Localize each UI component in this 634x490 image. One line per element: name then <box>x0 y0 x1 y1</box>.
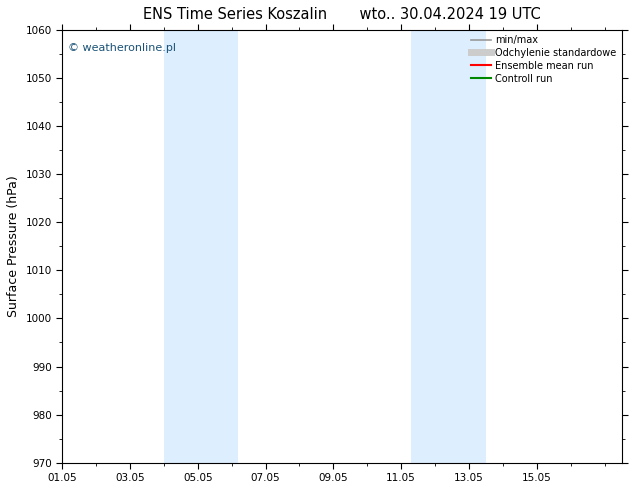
Y-axis label: Surface Pressure (hPa): Surface Pressure (hPa) <box>7 175 20 317</box>
Legend: min/max, Odchylenie standardowe, Ensemble mean run, Controll run: min/max, Odchylenie standardowe, Ensembl… <box>471 35 617 84</box>
Bar <box>411 30 486 463</box>
Title: ENS Time Series Koszalin       wto.. 30.04.2024 19 UTC: ENS Time Series Koszalin wto.. 30.04.202… <box>143 7 541 22</box>
Text: © weatheronline.pl: © weatheronline.pl <box>68 43 176 53</box>
Bar <box>164 30 238 463</box>
